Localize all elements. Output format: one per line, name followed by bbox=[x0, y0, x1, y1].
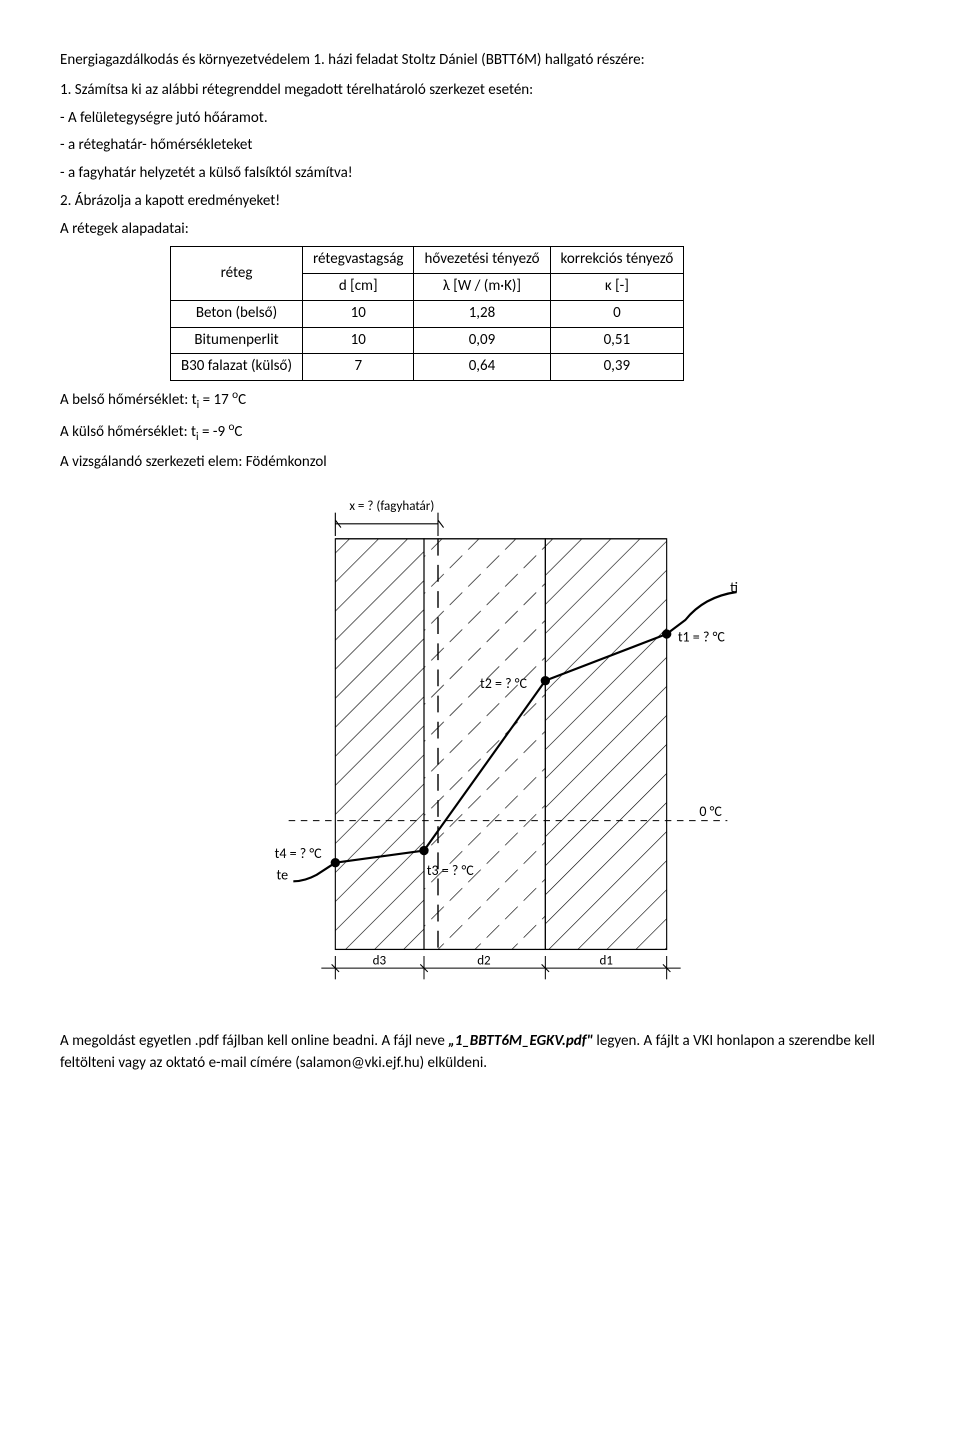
th-hovezetesi: hővezetési tényező bbox=[414, 247, 550, 274]
th-vastagsag: rétegvastagság bbox=[303, 247, 414, 274]
cell-lambda: 0,09 bbox=[414, 327, 550, 354]
d3-label: d3 bbox=[373, 953, 387, 969]
cell-kappa: 0,51 bbox=[550, 327, 684, 354]
cell-d: 10 bbox=[303, 300, 414, 327]
frost-label: x = ? (fagyhatár) bbox=[349, 498, 434, 514]
cell-lambda: 1,28 bbox=[414, 300, 550, 327]
cell-d: 7 bbox=[303, 354, 414, 381]
bullet-2: - a réteghatár- hőmérsékleteket bbox=[60, 135, 900, 157]
task1-intro: 1. Számítsa ki az alábbi rétegrenddel me… bbox=[60, 80, 900, 102]
outer-temp: A külső hőmérséklet: ti = -9 oC bbox=[60, 419, 900, 445]
inner-temp: A belső hőmérséklet: ti = 17 oC bbox=[60, 387, 900, 413]
te-label: te bbox=[277, 867, 289, 884]
th-u2: λ [W / (m·K)] bbox=[414, 274, 550, 301]
t2-label: t2 = ? °C bbox=[480, 676, 527, 693]
cell-name: Bitumenperlit bbox=[171, 327, 303, 354]
t4-label: t4 = ? °C bbox=[275, 845, 322, 862]
task2: 2. Ábrázolja a kapott eredményeket! bbox=[60, 191, 900, 213]
page-title: Energiagazdálkodás és környezetvédelem 1… bbox=[60, 50, 900, 72]
bullet-3: - a fagyhatár helyzetét a külső falsíktó… bbox=[60, 163, 900, 185]
footer-filename: „1_BBTT6M_EGKV.pdf" bbox=[448, 1032, 593, 1050]
cell-name: Beton (belső) bbox=[171, 300, 303, 327]
cell-kappa: 0,39 bbox=[550, 354, 684, 381]
t1-label: t1 = ? °C bbox=[678, 629, 725, 646]
diagram: x = ? (fagyhatár) ti t1 = ? °C t2 = ? °C… bbox=[60, 481, 900, 1019]
table-row: Beton (belső) 10 1,28 0 bbox=[171, 300, 684, 327]
cell-d: 10 bbox=[303, 327, 414, 354]
cell-name: B30 falazat (külső) bbox=[171, 354, 303, 381]
cell-kappa: 0 bbox=[550, 300, 684, 327]
t3-label: t3 = ? °C bbox=[427, 862, 474, 879]
zero-label: 0 °C bbox=[699, 803, 722, 820]
layers-table: réteg rétegvastagság hővezetési tényező … bbox=[170, 246, 684, 381]
bullet-1: - A felületegységre jutó hőáramot. bbox=[60, 108, 900, 130]
table-row: B30 falazat (külső) 7 0,64 0,39 bbox=[171, 354, 684, 381]
th-reteg: réteg bbox=[171, 247, 303, 301]
elem-label: A vizsgálandó szerkezeti elem: Födémkonz… bbox=[60, 452, 900, 474]
ti-label: ti bbox=[730, 579, 738, 596]
layers-heading: A rétegek alapadatai: bbox=[60, 219, 900, 241]
footer: A megoldást egyetlen .pdf fájlban kell o… bbox=[60, 1031, 900, 1075]
th-korrekcios: korrekciós tényező bbox=[550, 247, 684, 274]
table-header-row: réteg rétegvastagság hővezetési tényező … bbox=[171, 247, 684, 274]
d1-label: d1 bbox=[599, 953, 613, 969]
th-u1: d [cm] bbox=[303, 274, 414, 301]
d2-label: d2 bbox=[477, 953, 491, 969]
table-row: Bitumenperlit 10 0,09 0,51 bbox=[171, 327, 684, 354]
th-u3: κ [-] bbox=[550, 274, 684, 301]
cell-lambda: 0,64 bbox=[414, 354, 550, 381]
